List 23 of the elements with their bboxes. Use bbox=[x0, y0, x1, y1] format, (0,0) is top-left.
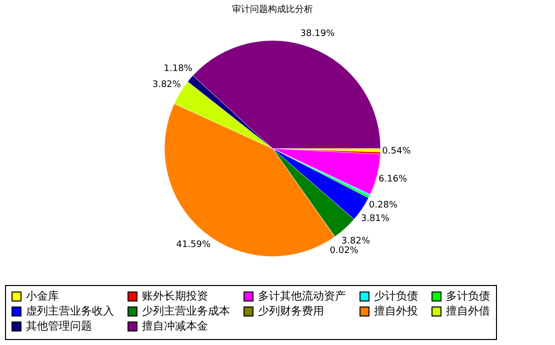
data-label: 3.82% bbox=[152, 80, 182, 90]
data-label: 6.16% bbox=[378, 174, 408, 185]
legend-label: 少列主营业务成本 bbox=[142, 304, 230, 318]
legend-label: 小金库 bbox=[26, 290, 59, 303]
legend-label: 多计负债 bbox=[446, 290, 490, 303]
data-label: 3.81% bbox=[360, 214, 390, 224]
legend-label: 擅自外投 bbox=[374, 304, 418, 318]
chart-title: 审计问题构成比分析 bbox=[232, 4, 313, 15]
data-label: 3.82% bbox=[341, 236, 370, 246]
data-label: 0.28% bbox=[368, 200, 398, 210]
data-label: 41.59% bbox=[176, 240, 211, 250]
legend-label: 其他管理问题 bbox=[26, 320, 92, 332]
legend-label: 少计负债 bbox=[374, 290, 418, 303]
legend-label: 擅自外借 bbox=[446, 304, 490, 318]
data-label: 1.18% bbox=[164, 64, 193, 74]
data-label: 0.02% bbox=[330, 246, 359, 256]
legend-label: 少列财务费用 bbox=[258, 304, 324, 318]
data-label: 38.19% bbox=[300, 28, 336, 39]
data-label: 0.54% bbox=[382, 146, 412, 157]
legend-label: 账外长期投资 bbox=[142, 290, 208, 303]
legend-label: 多计其他流动资产 bbox=[258, 290, 346, 303]
legend-label: 虚列主营业务收入 bbox=[26, 304, 114, 318]
legend-label: 擅自冲减本金 bbox=[142, 320, 208, 332]
